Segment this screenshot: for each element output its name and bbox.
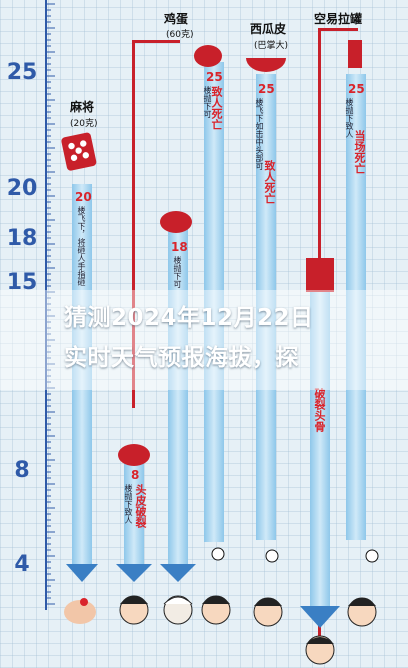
watermelon-tube bbox=[256, 74, 276, 540]
mahjong-title: 麻将 bbox=[70, 100, 95, 114]
can-icon bbox=[348, 40, 362, 68]
egg8-tube bbox=[124, 460, 144, 564]
victim-faces bbox=[64, 595, 377, 665]
egg18-icon bbox=[160, 211, 192, 233]
face-icon bbox=[253, 597, 283, 627]
can-tube bbox=[346, 74, 366, 540]
can-desc: 楼抛下致人 bbox=[345, 98, 354, 138]
floor-label-20: 20 bbox=[6, 176, 38, 201]
floor-label-25: 25 bbox=[6, 60, 38, 85]
floor-label-8: 8 bbox=[14, 458, 30, 483]
can-lower-arrowhead bbox=[300, 606, 340, 628]
face-icon bbox=[305, 635, 335, 665]
floor-label-18: 18 bbox=[6, 226, 38, 251]
mahjong-tube bbox=[72, 184, 92, 564]
egg8-floor-number: 8 bbox=[131, 468, 140, 482]
can-result: 当场死亡 bbox=[353, 130, 366, 174]
banner-line-1: 猜测2024年12月22日 bbox=[64, 305, 314, 331]
face-icon bbox=[163, 595, 193, 625]
watermelon-title: 西瓜皮 bbox=[250, 22, 287, 36]
watermelon-result: 致人死亡 bbox=[263, 160, 276, 204]
can-lower-icon bbox=[306, 258, 334, 292]
floor-label-15: 15 bbox=[6, 270, 38, 295]
can-floor-number: 25 bbox=[348, 82, 365, 96]
egg18-floor-number: 18 bbox=[171, 240, 188, 254]
watermelon-floor-number: 25 bbox=[258, 82, 275, 96]
face-icon bbox=[347, 597, 377, 627]
mahjong-column bbox=[61, 132, 98, 582]
mahjong-arrowhead bbox=[66, 564, 98, 582]
can-title: 空易拉罐 bbox=[314, 12, 363, 26]
height-ruler bbox=[45, 0, 55, 610]
egg25-desc: 楼抛下可 bbox=[203, 86, 212, 118]
egg8-icon bbox=[118, 444, 150, 466]
watermelon-weight: (巴掌大) bbox=[254, 41, 289, 51]
egg18-desc: 楼抛下可 bbox=[173, 256, 182, 288]
egg25-floor-number: 25 bbox=[206, 70, 223, 84]
egg-column bbox=[116, 40, 196, 582]
egg18-tube bbox=[168, 228, 188, 564]
can-column bbox=[300, 28, 366, 650]
watermelon-desc: 楼飞下如击中头部可 bbox=[255, 98, 264, 170]
banner-line-2: 实时天气预报海拔，探 bbox=[64, 345, 299, 371]
egg-weight: (60克) bbox=[166, 30, 194, 40]
can-lower-result: 破裂头骨 bbox=[313, 388, 326, 432]
egg18-arrowhead bbox=[160, 564, 196, 582]
mahjong-weight: (20克) bbox=[70, 119, 98, 129]
egg-rope bbox=[132, 40, 135, 408]
egg25-icon bbox=[194, 45, 222, 67]
title-banner bbox=[0, 290, 408, 390]
drop-marks bbox=[211, 547, 379, 563]
floor-label-4: 4 bbox=[14, 552, 30, 577]
hand-icon bbox=[64, 598, 96, 624]
can-lower-tube bbox=[310, 292, 330, 608]
mahjong-tile-icon bbox=[61, 132, 97, 171]
egg8-arrowhead bbox=[116, 564, 152, 582]
watermelon-column bbox=[246, 58, 286, 540]
egg-title: 鸡蛋 bbox=[164, 12, 189, 26]
egg25-column bbox=[194, 45, 224, 542]
watermelon-icon bbox=[246, 58, 286, 72]
egg25-result: 致人死亡 bbox=[210, 86, 223, 130]
face-icon bbox=[119, 595, 149, 625]
mahjong-desc: 楼飞下，将砸人手指砸 bbox=[77, 206, 86, 286]
egg8-result: 头皮破裂 bbox=[134, 484, 147, 528]
egg25-tube bbox=[204, 62, 224, 542]
face-icon bbox=[201, 595, 231, 625]
egg8-desc: 楼抛下致人 bbox=[124, 484, 133, 524]
mahjong-floor-number: 20 bbox=[75, 190, 92, 204]
